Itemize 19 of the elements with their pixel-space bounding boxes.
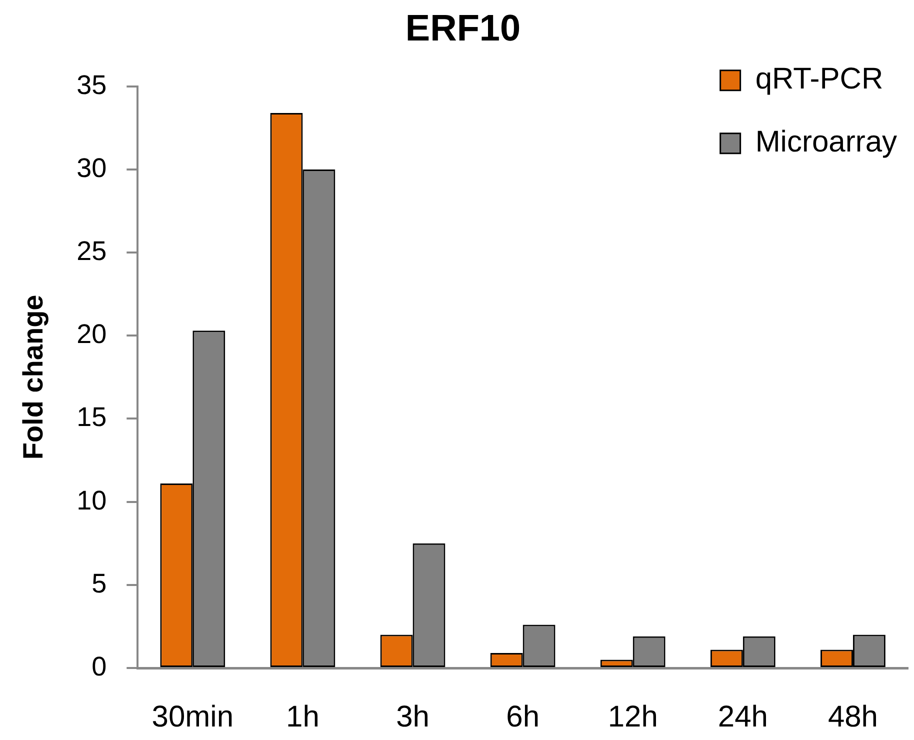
y-tick-label: 20 bbox=[76, 319, 107, 350]
chart-title: ERF10 bbox=[405, 7, 521, 48]
y-tick-label: 10 bbox=[76, 485, 107, 516]
y-tick-label: 5 bbox=[92, 568, 107, 598]
legend-label: Microarray bbox=[755, 126, 898, 159]
x-tick-label: 3h bbox=[396, 700, 430, 734]
y-tick-label: 15 bbox=[76, 402, 107, 432]
y-tick-label: 0 bbox=[92, 651, 107, 682]
y-axis-title: Fold change bbox=[18, 294, 49, 460]
x-tick-label: 48h bbox=[828, 700, 878, 734]
x-tick-label: 6h bbox=[506, 700, 540, 734]
y-tick-label: 35 bbox=[76, 70, 107, 100]
x-tick-label: 12h bbox=[608, 700, 658, 734]
x-tick-label: 1h bbox=[286, 700, 320, 734]
x-tick-label: 30min bbox=[152, 700, 234, 734]
legend-label: qRT-PCR bbox=[755, 62, 884, 96]
x-tick-label: 24h bbox=[718, 700, 768, 734]
y-tick-label: 25 bbox=[76, 236, 107, 266]
y-tick-label: 30 bbox=[76, 152, 107, 183]
